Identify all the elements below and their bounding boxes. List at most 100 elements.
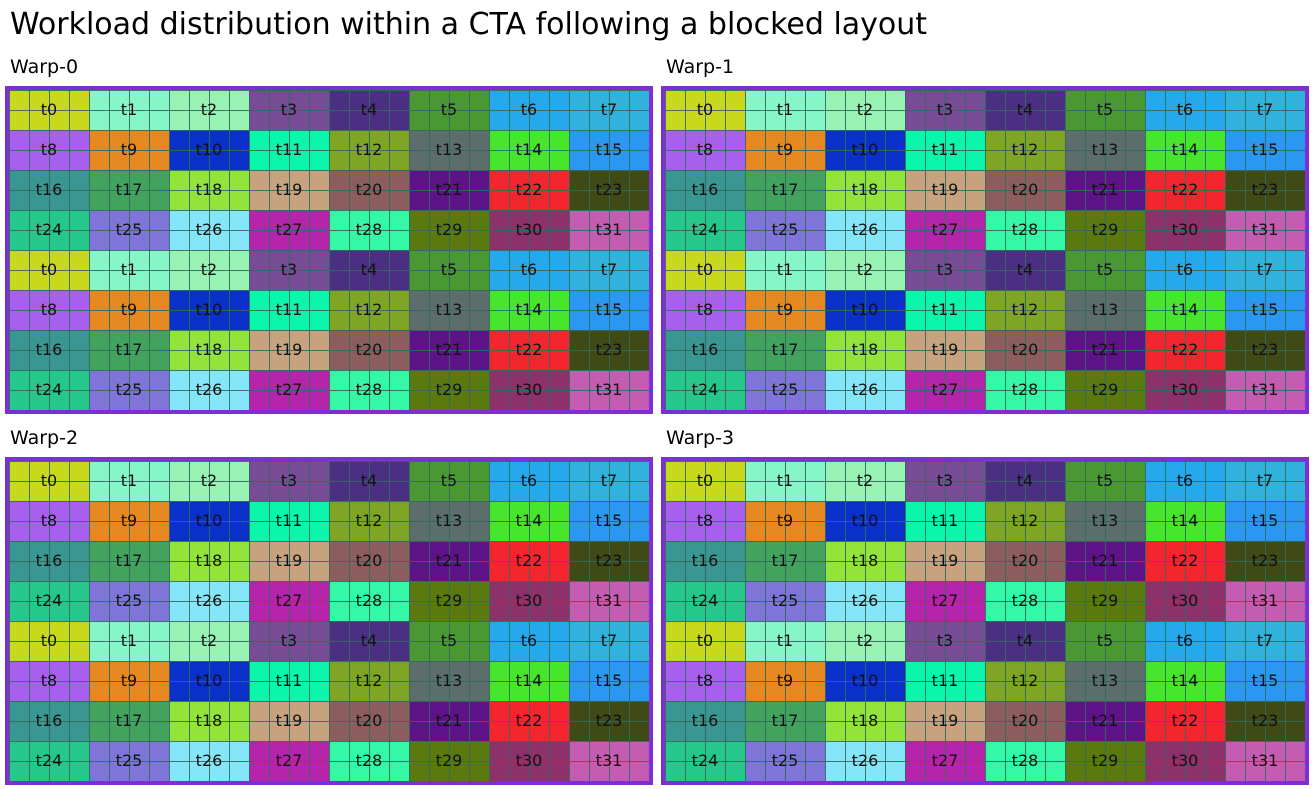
thread-cell-t25: t25 xyxy=(89,210,169,250)
thread-cell-t28: t28 xyxy=(329,210,409,250)
thread-label: t2 xyxy=(856,260,874,279)
thread-label: t20 xyxy=(355,551,383,570)
thread-label: t31 xyxy=(1251,380,1279,399)
thread-label: t30 xyxy=(1171,591,1199,610)
thread-label: t8 xyxy=(696,511,714,530)
warp-1-label: Warp-1 xyxy=(666,56,735,78)
thread-cell-t6: t6 xyxy=(489,250,569,290)
thread-cell-t28: t28 xyxy=(985,370,1065,410)
thread-cell-t11: t11 xyxy=(905,130,985,170)
thread-label: t2 xyxy=(856,631,874,650)
thread-cell-t11: t11 xyxy=(905,661,985,701)
thread-cell-t29: t29 xyxy=(1065,741,1145,781)
thread-label: t7 xyxy=(600,100,618,119)
warp-1-block: t0 t1 t2 t3 t4 t5 t6 t7 t8 t9 t10 t11 t12 t13 t14 t15 t1… xyxy=(661,86,1309,414)
thread-cell-t5: t5 xyxy=(409,461,489,501)
thread-label: t29 xyxy=(435,220,463,239)
thread-label: t10 xyxy=(195,300,223,319)
thread-cell-t22: t22 xyxy=(489,701,569,741)
thread-cell-t7: t7 xyxy=(1225,250,1305,290)
thread-label: t29 xyxy=(435,591,463,610)
thread-cell-t26: t26 xyxy=(825,741,905,781)
thread-cell-t28: t28 xyxy=(329,581,409,621)
thread-cell-t11: t11 xyxy=(249,501,329,541)
thread-cell-t18: t18 xyxy=(825,541,905,581)
thread-cell-t3: t3 xyxy=(249,461,329,501)
thread-cell-t4: t4 xyxy=(329,461,409,501)
thread-cell-t0: t0 xyxy=(9,250,89,290)
thread-cell-t7: t7 xyxy=(569,621,649,661)
thread-cell-t14: t14 xyxy=(489,661,569,701)
thread-cell-t23: t23 xyxy=(569,170,649,210)
thread-cell-t1: t1 xyxy=(89,461,169,501)
thread-label: t6 xyxy=(1176,260,1194,279)
thread-cell-t4: t4 xyxy=(329,621,409,661)
thread-label: t25 xyxy=(771,220,799,239)
thread-label: t31 xyxy=(1251,591,1279,610)
thread-cell-t0: t0 xyxy=(665,621,745,661)
thread-label: t13 xyxy=(435,140,463,159)
thread-label: t25 xyxy=(115,380,143,399)
thread-label: t24 xyxy=(35,220,63,239)
thread-cell-t10: t10 xyxy=(825,661,905,701)
thread-cell-t11: t11 xyxy=(249,130,329,170)
thread-label: t1 xyxy=(776,631,794,650)
thread-label: t29 xyxy=(435,380,463,399)
thread-cell-t9: t9 xyxy=(745,290,825,330)
thread-label: t16 xyxy=(691,551,719,570)
thread-cell-t23: t23 xyxy=(569,330,649,370)
thread-label: t24 xyxy=(35,751,63,770)
thread-cell-t27: t27 xyxy=(249,210,329,250)
thread-cell-t3: t3 xyxy=(249,250,329,290)
thread-cell-t10: t10 xyxy=(169,290,249,330)
thread-cell-t10: t10 xyxy=(169,661,249,701)
thread-cell-t21: t21 xyxy=(1065,541,1145,581)
thread-label: t16 xyxy=(35,180,63,199)
thread-cell-t27: t27 xyxy=(905,210,985,250)
thread-label: t19 xyxy=(931,711,959,730)
thread-label: t3 xyxy=(280,260,298,279)
thread-cell-t19: t19 xyxy=(249,170,329,210)
thread-cell-t16: t16 xyxy=(9,170,89,210)
thread-cell-t9: t9 xyxy=(89,501,169,541)
warp-3-block: t0 t1 t2 t3 t4 t5 t6 t7 t8 t9 t10 t11 t12 t13 t14 t15 t1… xyxy=(661,457,1309,785)
thread-cell-t8: t8 xyxy=(665,501,745,541)
thread-cell-t8: t8 xyxy=(9,130,89,170)
thread-label: t14 xyxy=(1171,140,1199,159)
thread-label: t20 xyxy=(1011,340,1039,359)
thread-cell-t6: t6 xyxy=(1145,250,1225,290)
thread-cell-t30: t30 xyxy=(489,741,569,781)
thread-cell-t2: t2 xyxy=(169,90,249,130)
thread-cell-t9: t9 xyxy=(745,661,825,701)
thread-cell-t20: t20 xyxy=(985,170,1065,210)
thread-cell-t6: t6 xyxy=(1145,461,1225,501)
thread-label: t30 xyxy=(515,751,543,770)
thread-label: t29 xyxy=(1091,591,1119,610)
thread-cell-t29: t29 xyxy=(1065,581,1145,621)
thread-cell-t16: t16 xyxy=(9,541,89,581)
thread-label: t31 xyxy=(1251,220,1279,239)
thread-label: t10 xyxy=(195,511,223,530)
thread-label: t22 xyxy=(1171,711,1199,730)
warp-0-block: t0 t1 t2 t3 t4 t5 t6 t7 t8 t9 t10 t11 t12 t13 t14 t15 t1… xyxy=(5,86,653,414)
thread-label: t18 xyxy=(851,340,879,359)
thread-label: t17 xyxy=(771,340,799,359)
thread-label: t15 xyxy=(1251,140,1279,159)
thread-cell-t1: t1 xyxy=(745,461,825,501)
thread-label: t1 xyxy=(776,471,794,490)
thread-label: t29 xyxy=(1091,751,1119,770)
thread-label: t5 xyxy=(440,260,458,279)
thread-label: t2 xyxy=(200,260,218,279)
thread-cell-t12: t12 xyxy=(985,290,1065,330)
thread-label: t23 xyxy=(1251,340,1279,359)
thread-label: t28 xyxy=(1011,751,1039,770)
thread-cell-t22: t22 xyxy=(489,170,569,210)
thread-cell-t9: t9 xyxy=(89,130,169,170)
thread-label: t13 xyxy=(1091,300,1119,319)
thread-cell-t0: t0 xyxy=(9,621,89,661)
thread-cell-t23: t23 xyxy=(1225,170,1305,210)
thread-cell-t2: t2 xyxy=(825,461,905,501)
thread-label: t17 xyxy=(115,711,143,730)
thread-cell-t15: t15 xyxy=(569,501,649,541)
thread-label: t12 xyxy=(1011,300,1039,319)
